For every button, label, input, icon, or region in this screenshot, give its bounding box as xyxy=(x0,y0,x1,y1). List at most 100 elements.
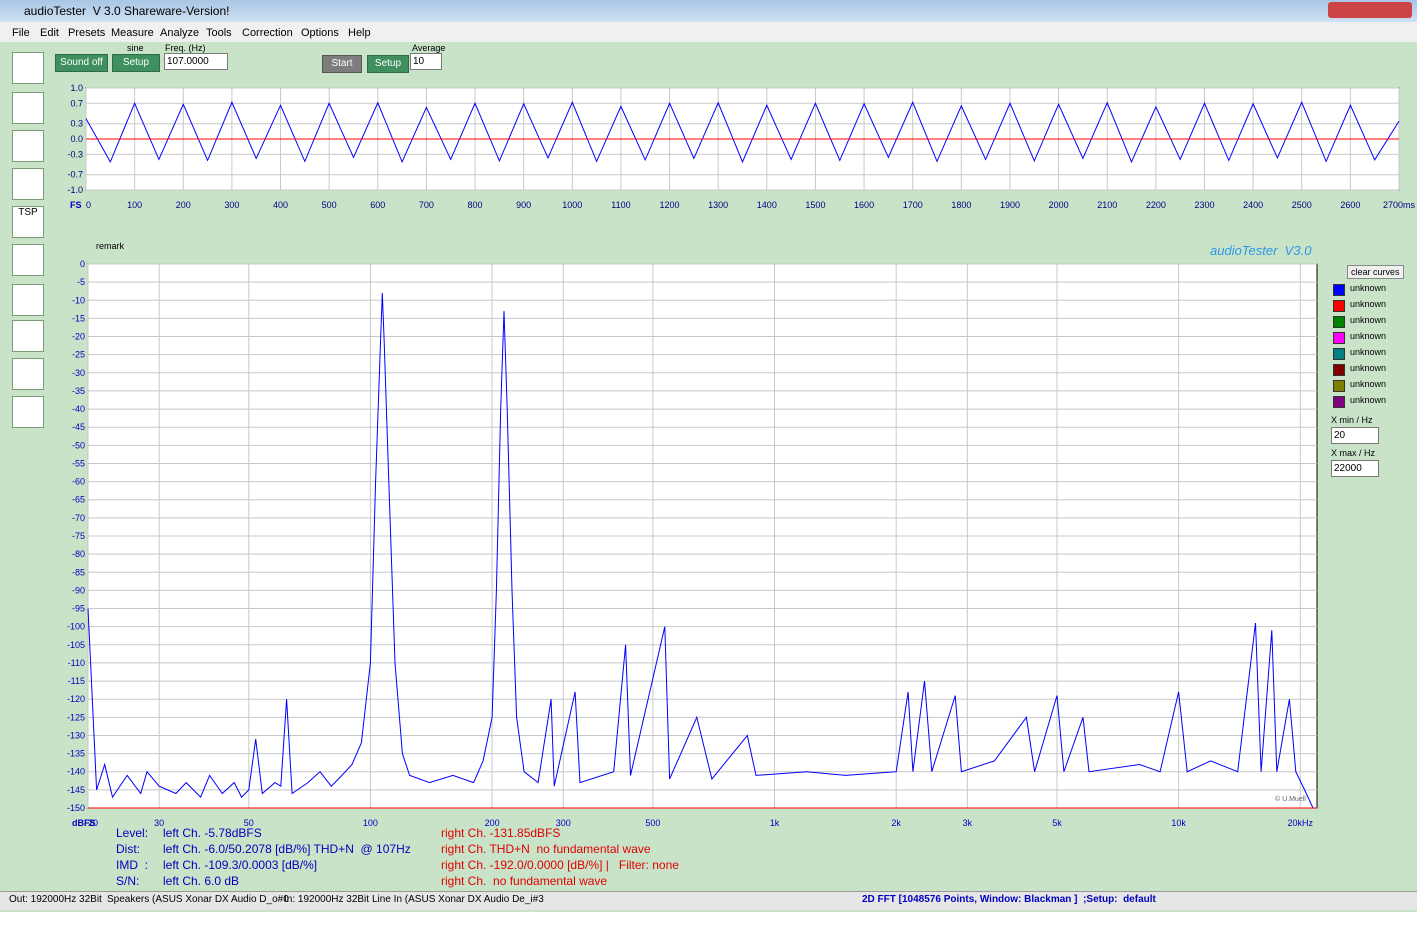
measure-left: left Ch. 6.0 dB xyxy=(163,874,240,888)
measure-right: right Ch. -192.0/0.0000 [dB/%] | Filter:… xyxy=(441,858,679,872)
y-tick-label: 0.0 xyxy=(70,134,83,144)
y-tick-label: -120 xyxy=(67,694,85,704)
measure-right: right Ch. THD+N no fundamental wave xyxy=(441,842,651,856)
y-tick-label: -0.7 xyxy=(67,170,83,180)
xmax-input[interactable]: 22000 xyxy=(1331,460,1379,477)
x-tick-label: 0 xyxy=(86,200,91,210)
y-tick-label: -65 xyxy=(72,495,85,505)
measure-label: Dist: xyxy=(116,842,140,856)
legend-swatch xyxy=(1333,364,1345,376)
y-tick-label: 0 xyxy=(80,259,85,269)
x-tick-label: 2700ms xyxy=(1383,200,1416,210)
measure-left: left Ch. -5.78dBFS xyxy=(163,826,262,840)
remark: remark xyxy=(96,241,125,251)
status-bar xyxy=(0,891,1417,910)
menu-item[interactable]: Correction xyxy=(242,27,293,39)
y-tick-label: -80 xyxy=(72,549,85,559)
plot-area xyxy=(85,87,1400,191)
measure-label: IMD : xyxy=(116,858,148,872)
x-tick-label: 500 xyxy=(645,818,660,828)
legend-swatch xyxy=(1333,316,1345,328)
x-tick-label: 1500 xyxy=(805,200,825,210)
legend-label: unknown xyxy=(1350,331,1387,341)
legend-swatch xyxy=(1333,348,1345,360)
y-tick-label: -15 xyxy=(72,313,85,323)
menu-item[interactable]: File xyxy=(12,27,30,39)
brand: audioTester V3.0 xyxy=(1210,243,1312,258)
legend-swatch xyxy=(1333,380,1345,392)
tool-icon[interactable] xyxy=(12,396,44,428)
xmin-label: X min / Hz xyxy=(1331,415,1373,425)
tool-icon[interactable] xyxy=(12,92,44,124)
window-controls[interactable] xyxy=(1328,2,1412,18)
y-tick-label: -40 xyxy=(72,404,85,414)
y-tick-label: -140 xyxy=(67,767,85,777)
tool-icon[interactable] xyxy=(12,52,44,84)
title-bar: audioTester V 3.0 Shareware-Version! xyxy=(0,0,1417,22)
freq-label: Freq. (Hz) xyxy=(165,43,206,53)
start-button[interactable]: Start xyxy=(322,55,362,73)
tool-icon[interactable] xyxy=(12,130,44,162)
menu-item[interactable]: Presets xyxy=(68,27,106,39)
menu-item[interactable]: Analyze xyxy=(160,27,200,39)
legend-label: unknown xyxy=(1350,363,1387,373)
tool-icon[interactable]: TSP xyxy=(12,206,44,238)
x-tick-label: 200 xyxy=(176,200,191,210)
tool-icon[interactable] xyxy=(12,320,44,352)
menu-item[interactable]: Tools xyxy=(206,27,232,39)
x-tick-label: 1200 xyxy=(660,200,680,210)
legend-label: unknown xyxy=(1350,379,1387,389)
y-tick-label: -60 xyxy=(72,477,85,487)
x-tick-label: 1100 xyxy=(611,200,630,210)
average-input[interactable]: 10 xyxy=(410,53,442,70)
setup-button[interactable]: Setup xyxy=(367,55,409,73)
x-tick-label: 1700 xyxy=(903,200,923,210)
y-tick-label: -90 xyxy=(72,585,85,595)
tool-label: TSP xyxy=(18,207,38,218)
setup-button[interactable]: Setup xyxy=(112,54,160,72)
y-tick-label: -75 xyxy=(72,531,85,541)
xmin-input[interactable]: 20 xyxy=(1331,427,1379,444)
curve xyxy=(85,101,1400,164)
y-tick-label: -150 xyxy=(67,803,85,813)
x-tick-label: 600 xyxy=(370,200,385,210)
measure-left: left Ch. -6.0/50.2078 [dB/%] THD+N @ 107… xyxy=(163,842,411,856)
x-tick-label: 1800 xyxy=(951,200,971,210)
x-tick-label: 20kHz xyxy=(1288,818,1314,828)
x-tick-label: 100 xyxy=(363,818,378,828)
tool-icon[interactable] xyxy=(12,244,44,276)
average-label: Average xyxy=(412,43,446,53)
sound-button[interactable]: Sound off xyxy=(55,54,108,72)
x-tick-label: 1600 xyxy=(854,200,874,210)
y-tick-label: -110 xyxy=(68,658,85,668)
tool-icon[interactable] xyxy=(12,284,44,316)
freq-input[interactable]: 107.0000 xyxy=(164,53,228,70)
status-field: Speakers (ASUS Xonar DX Audio D_o#0 xyxy=(107,894,289,905)
y-tick-label: -20 xyxy=(72,332,85,342)
menu-item[interactable]: Edit xyxy=(40,27,59,39)
measure-right: right Ch. no fundamental wave xyxy=(441,874,608,888)
copyright: © U.Muell xyxy=(1275,796,1306,803)
y-tick-label: -115 xyxy=(68,676,85,686)
y-tick-label: -130 xyxy=(67,730,85,740)
x-tick-label: 2200 xyxy=(1146,200,1166,210)
x-tick-label: 20 xyxy=(88,818,98,828)
legend-label: unknown xyxy=(1350,347,1387,357)
menu-item[interactable]: Measure xyxy=(111,27,154,39)
tool-icon[interactable] xyxy=(12,168,44,200)
y-tick-label: -100 xyxy=(67,622,85,632)
y-tick-label: -70 xyxy=(72,513,85,523)
x-tick-label: 2100 xyxy=(1097,200,1117,210)
menu-item[interactable]: Help xyxy=(348,27,371,39)
y-tick-label: -25 xyxy=(72,350,85,360)
signal-label: sine xyxy=(127,43,144,53)
y-tick-label: -135 xyxy=(67,749,85,759)
clear-curves-button[interactable]: clear curves xyxy=(1347,265,1404,279)
status-field: Out: 192000Hz 32Bit xyxy=(9,894,102,905)
y-tick-label: -105 xyxy=(67,640,85,650)
menu-bar xyxy=(0,22,1417,42)
menu-item[interactable]: Options xyxy=(301,27,339,39)
tool-icon[interactable] xyxy=(12,358,44,390)
